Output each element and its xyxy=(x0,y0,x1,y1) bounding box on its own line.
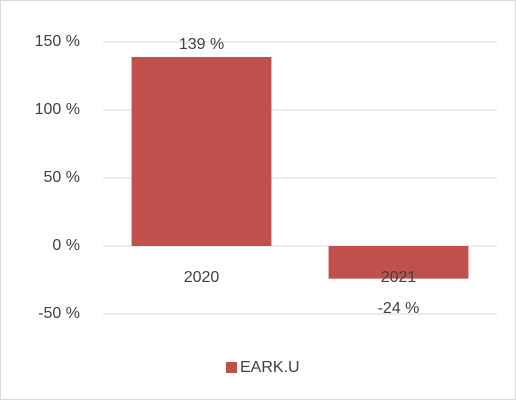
bar xyxy=(328,246,469,279)
x-tick-label: 2020 xyxy=(184,269,220,286)
y-tick-label: 150 % xyxy=(35,33,80,50)
y-tick-label: 0 % xyxy=(52,237,80,254)
bar xyxy=(131,56,272,247)
data-label: -24 % xyxy=(378,300,420,317)
y-tick-label: 100 % xyxy=(35,101,80,118)
y-tick-label: 50 % xyxy=(44,169,80,186)
y-tick-label: -50 % xyxy=(38,305,80,322)
legend-label: EARK.U xyxy=(240,359,300,376)
legend-swatch xyxy=(226,362,237,373)
data-label: 139 % xyxy=(179,36,224,53)
x-tick-label: 2021 xyxy=(381,269,417,286)
